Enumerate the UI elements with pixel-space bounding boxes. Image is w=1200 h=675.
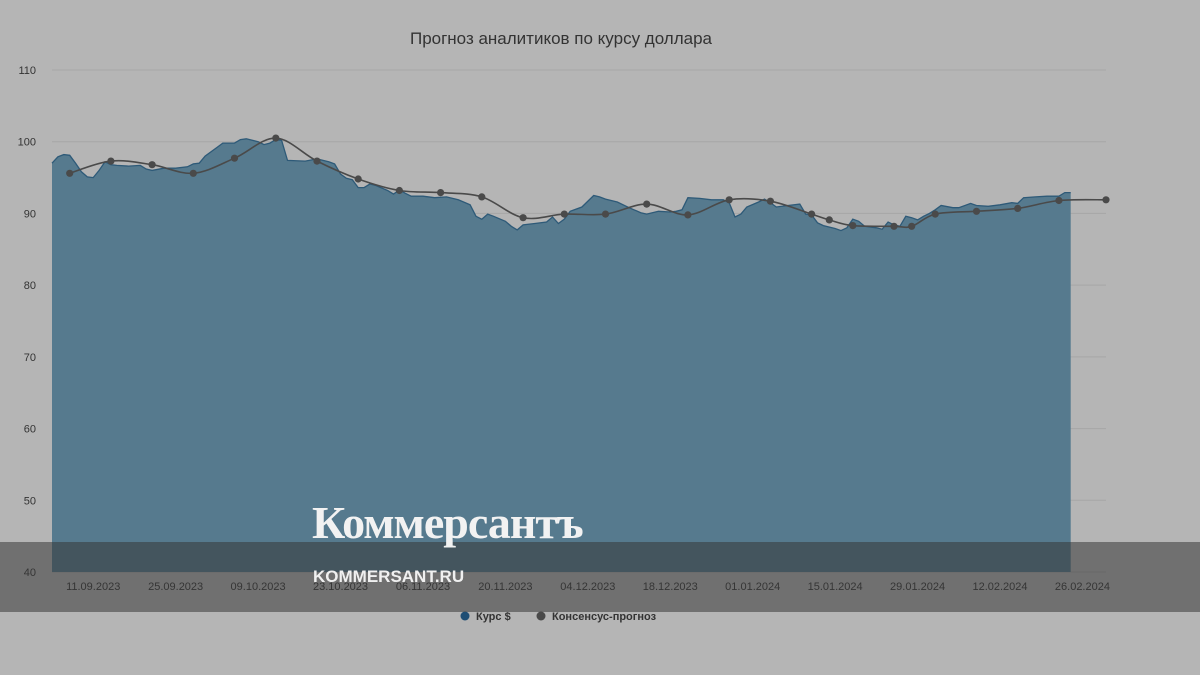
- forecast-point[interactable]: [908, 222, 916, 230]
- y-tick-label: 60: [24, 424, 36, 436]
- y-tick-label: 80: [24, 280, 36, 292]
- forecast-point[interactable]: [395, 186, 403, 195]
- forecast-point[interactable]: [313, 157, 321, 165]
- forecast-point[interactable]: [643, 200, 651, 208]
- forecast-point[interactable]: [107, 157, 115, 165]
- forecast-point[interactable]: [972, 207, 981, 215]
- forecast-point[interactable]: [931, 210, 939, 218]
- watermark-band: [0, 542, 1200, 612]
- legend-marker-rate: [460, 611, 470, 621]
- rate-area: [52, 138, 1071, 573]
- forecast-point[interactable]: [148, 161, 156, 169]
- forecast-point[interactable]: [519, 214, 527, 222]
- legend: Курс $ Консенсус-прогноз: [460, 611, 657, 623]
- y-axis-ticks: 110100908070605040: [18, 65, 36, 579]
- watermark-logo: Коммерсантъ: [312, 497, 584, 548]
- forecast-point[interactable]: [478, 193, 486, 201]
- forecast-point[interactable]: [189, 169, 197, 177]
- forecast-point[interactable]: [230, 154, 239, 162]
- forecast-point[interactable]: [437, 189, 445, 197]
- forecast-line-layer: [69, 137, 1107, 229]
- forecast-point[interactable]: [66, 169, 74, 177]
- forecast-point[interactable]: [684, 211, 692, 219]
- watermark-url: KOMMERSANT.RU: [313, 567, 465, 586]
- forecast-point[interactable]: [601, 210, 610, 218]
- forecast-point[interactable]: [1014, 204, 1022, 212]
- y-tick-label: 100: [18, 137, 36, 149]
- forecast-point[interactable]: [1055, 196, 1063, 205]
- forecast-point[interactable]: [560, 210, 568, 218]
- forecast-point[interactable]: [849, 222, 857, 230]
- forecast-point[interactable]: [766, 197, 775, 205]
- legend-label-rate: Курс $: [476, 611, 511, 623]
- forecast-point[interactable]: [354, 175, 362, 183]
- forecast-point[interactable]: [725, 196, 733, 204]
- legend-marker-forecast: [536, 611, 546, 621]
- legend-item-forecast[interactable]: Консенсус-прогноз: [536, 611, 657, 623]
- forecast-point[interactable]: [825, 216, 833, 224]
- forecast-point[interactable]: [808, 210, 816, 218]
- forecast-point[interactable]: [272, 134, 280, 142]
- y-tick-label: 50: [24, 495, 36, 507]
- forecast-line: [69, 137, 1107, 229]
- chart-title: Прогноз аналитиков по курсу доллара: [410, 29, 713, 48]
- forecast-point[interactable]: [890, 222, 898, 230]
- legend-label-forecast: Консенсус-прогноз: [552, 611, 657, 623]
- forecast-points-layer: [66, 134, 1110, 230]
- y-tick-label: 70: [24, 352, 36, 364]
- y-tick-label: 110: [18, 65, 36, 77]
- forecast-point[interactable]: [1102, 196, 1110, 204]
- legend-item-rate[interactable]: Курс $: [460, 611, 511, 623]
- y-tick-label: 90: [24, 208, 36, 220]
